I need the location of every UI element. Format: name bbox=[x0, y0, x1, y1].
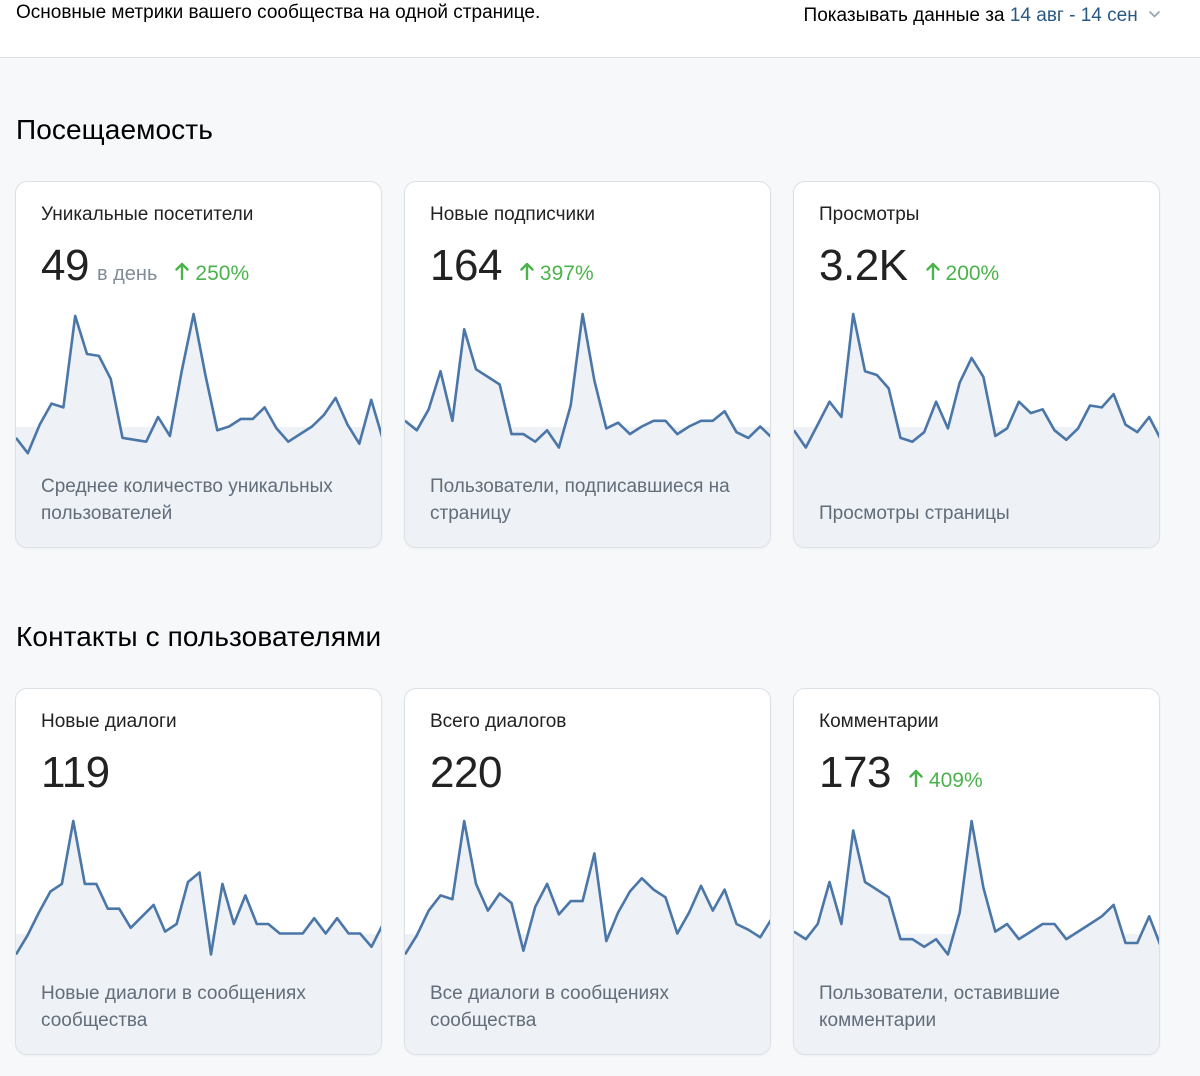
period-selector[interactable]: Показывать данные за 14 авг - 14 сен bbox=[804, 2, 1160, 27]
card-value-row: 49 в день 250% bbox=[41, 240, 249, 292]
sparkline-chart bbox=[16, 819, 381, 1054]
card-value-suffix: в день bbox=[96, 263, 158, 285]
card-title: Всего диалогов bbox=[430, 711, 567, 732]
card-title: Новые диалоги bbox=[41, 711, 177, 732]
card-value: 220 bbox=[430, 748, 502, 797]
page-header: Основные метрики вашего сообщества на од… bbox=[0, 0, 1200, 58]
card-value-row: 220 bbox=[430, 747, 502, 799]
sparkline-line bbox=[405, 819, 770, 956]
card-change-value: 409% bbox=[928, 769, 983, 792]
card-value-row: 3.2K 200% bbox=[819, 240, 999, 292]
card-value: 119 bbox=[41, 748, 110, 797]
sparkline-line bbox=[16, 819, 381, 956]
card-change-value: 200% bbox=[945, 262, 1000, 285]
card-description: Новые диалоги в сообщениях сообщества bbox=[41, 983, 306, 1031]
sparkline-area bbox=[405, 821, 770, 1054]
metric-card-views[interactable]: Просмотры 3.2K 200% Просмотры страницы bbox=[793, 181, 1160, 548]
card-change: 250% bbox=[175, 262, 249, 286]
metric-card-comments[interactable]: Комментарии 173 409% Пользователи, остав… bbox=[793, 688, 1160, 1055]
card-value-row: 119 bbox=[41, 747, 110, 799]
arrow-up-icon bbox=[520, 262, 534, 286]
sparkline-area bbox=[794, 314, 1159, 547]
section-title-contacts: Контакты с пользователями bbox=[16, 621, 382, 652]
metric-card-unique-visitors[interactable]: Уникальные посетители 49 в день 250% Сре… bbox=[15, 181, 382, 548]
sparkline-chart bbox=[16, 312, 381, 547]
sparkline-chart bbox=[405, 819, 770, 1054]
arrow-up-icon bbox=[925, 262, 940, 286]
arrow-up-icon bbox=[175, 262, 190, 286]
card-description: Среднее количество уникальных пользовате… bbox=[41, 476, 333, 524]
card-description: Все диалоги в сообщениях сообщества bbox=[430, 983, 669, 1031]
card-title: Комментарии bbox=[819, 711, 939, 732]
card-value-row: 164 397% bbox=[430, 240, 594, 292]
page-subtitle: Основные метрики вашего сообщества на од… bbox=[16, 2, 541, 23]
card-change-value: 250% bbox=[195, 262, 250, 285]
card-value: 173 bbox=[819, 748, 891, 797]
arrow-up-icon bbox=[909, 769, 923, 793]
metric-card-total-dialogs[interactable]: Всего диалогов 220 Все диалоги в сообщен… bbox=[404, 688, 771, 1055]
card-change: 409% bbox=[909, 769, 983, 793]
sparkline-chart bbox=[794, 819, 1159, 1054]
card-title: Новые подписчики bbox=[430, 204, 596, 225]
card-change: 397% bbox=[520, 262, 594, 286]
card-description: Просмотры страницы bbox=[819, 503, 1010, 524]
card-description: Пользователи, подписавшиеся на страницу bbox=[430, 476, 730, 524]
card-value: 164 bbox=[430, 241, 502, 290]
sparkline-chart bbox=[405, 312, 770, 547]
sparkline-area bbox=[16, 821, 381, 1054]
sparkline-chart bbox=[794, 312, 1159, 547]
card-title: Уникальные посетители bbox=[41, 204, 254, 225]
period-label: Показывать данные за bbox=[803, 5, 1005, 26]
card-value: 49 bbox=[41, 241, 89, 290]
sparkline-line bbox=[794, 312, 1159, 449]
sparkline-line bbox=[16, 312, 381, 455]
chevron-down-icon[interactable] bbox=[1149, 2, 1160, 24]
card-value-row: 173 409% bbox=[819, 747, 983, 799]
card-title: Просмотры bbox=[819, 204, 920, 225]
card-description: Пользователи, оставившие комментарии bbox=[819, 983, 1060, 1031]
metric-card-new-subscribers[interactable]: Новые подписчики 164 397% Пользователи, … bbox=[404, 181, 771, 548]
metric-card-new-dialogs[interactable]: Новые диалоги 119 Новые диалоги в сообще… bbox=[15, 688, 382, 1055]
card-value: 3.2K bbox=[819, 241, 908, 290]
sparkline-area bbox=[405, 314, 770, 547]
sparkline-line bbox=[405, 312, 770, 449]
card-change: 200% bbox=[925, 262, 1000, 286]
card-change-value: 397% bbox=[539, 262, 594, 285]
sparkline-line bbox=[794, 819, 1159, 956]
period-range-link[interactable]: 14 авг - 14 сен bbox=[1009, 5, 1138, 26]
section-title-attendance: Посещаемость bbox=[16, 114, 213, 145]
sparkline-area bbox=[794, 821, 1159, 1054]
